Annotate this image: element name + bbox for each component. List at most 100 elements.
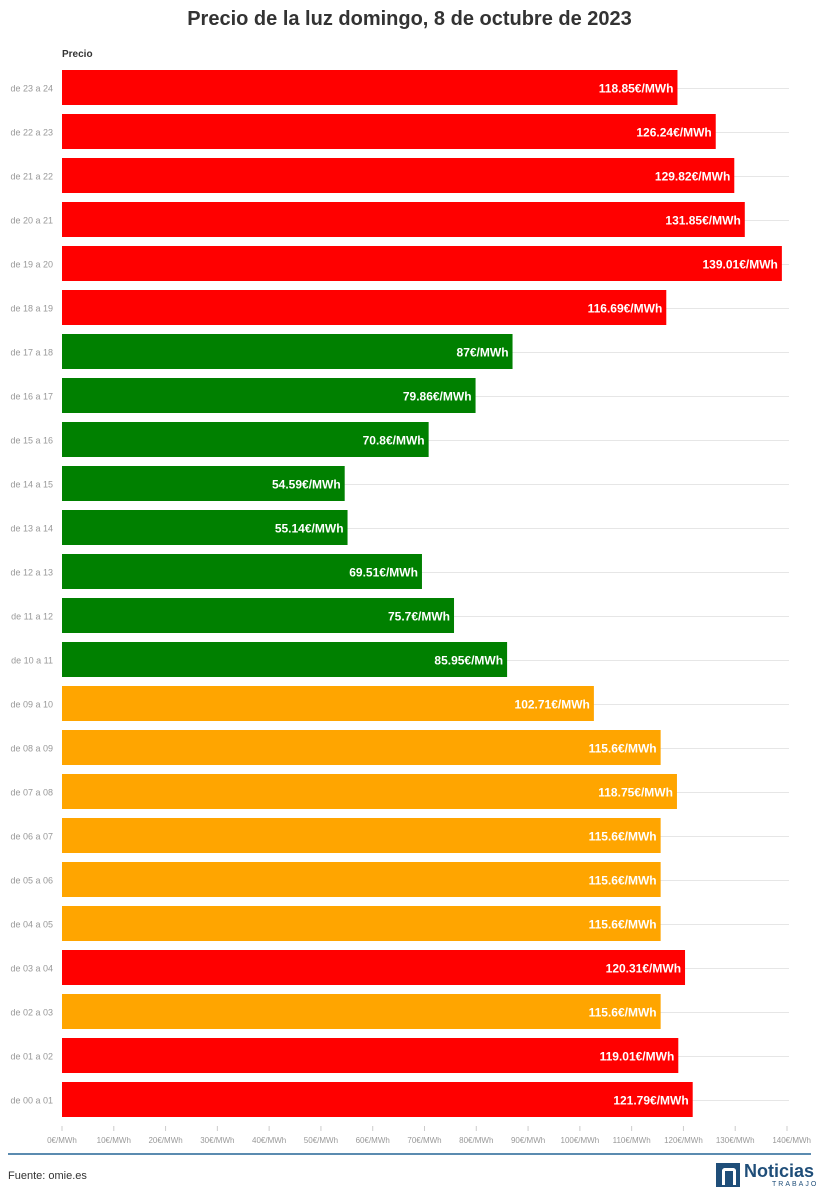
bar <box>62 1082 693 1117</box>
bar <box>62 642 508 677</box>
category-labels: de 23 a 24 de 22 a 23 de 21 a 22 de 20 a 21… <box>10 84 53 1106</box>
value-label: 79.86€/MWh <box>403 390 472 404</box>
category-label: de 23 a 24 <box>10 84 53 94</box>
bars <box>62 70 782 1117</box>
category-label: de 07 a 08 <box>10 788 53 798</box>
value-label: 119.01€/MWh <box>600 1050 675 1064</box>
category-label: de 19 a 20 <box>10 260 53 270</box>
bar <box>62 686 594 721</box>
bar <box>62 246 782 281</box>
logo-icon <box>716 1163 740 1187</box>
value-label: 118.85€/MWh <box>599 82 674 96</box>
bar <box>62 730 661 765</box>
value-label: 54.59€/MWh <box>272 478 341 492</box>
value-label: 115.6€/MWh <box>589 830 657 844</box>
bar <box>62 334 513 369</box>
bar <box>62 422 429 457</box>
category-label: de 21 a 22 <box>10 172 53 182</box>
value-label: 115.6€/MWh <box>589 874 657 888</box>
bar <box>62 950 686 985</box>
category-label: de 13 a 14 <box>10 524 53 534</box>
brand-logo: Noticias TRABAJO <box>716 1161 816 1189</box>
value-label: 115.6€/MWh <box>589 1006 657 1020</box>
series-label: Precio <box>62 49 93 60</box>
x-axis-ticks: 0€/MWh 10€/MWh 20€/MWh 30€/MWh 40€/MWh 50€/MW… <box>47 1126 811 1145</box>
x-tick-label: 130€/MWh <box>716 1136 755 1145</box>
category-label: de 03 a 04 <box>10 964 53 974</box>
x-tick-label: 70€/MWh <box>407 1136 441 1145</box>
category-label: de 12 a 13 <box>10 568 53 578</box>
value-label: 118.75€/MWh <box>598 786 673 800</box>
value-label: 85.95€/MWh <box>434 654 503 668</box>
bar <box>62 378 476 413</box>
category-label: de 16 a 17 <box>10 392 53 402</box>
value-label: 139.01€/MWh <box>702 258 777 272</box>
bar <box>62 906 661 941</box>
category-label: de 06 a 07 <box>10 832 53 842</box>
value-labels: 118.85€/MWh 126.24€/MWh 129.82€/MWh 131.85€… <box>272 82 778 1108</box>
value-label: 121.79€/MWh <box>613 1094 688 1108</box>
value-label: 69.51€/MWh <box>349 566 418 580</box>
value-label: 126.24€/MWh <box>636 126 711 140</box>
bar <box>62 1038 679 1073</box>
x-tick-label: 30€/MWh <box>200 1136 234 1145</box>
chart-title: Precio de la luz domingo, 8 de octubre d… <box>187 8 632 30</box>
x-tick-label: 80€/MWh <box>459 1136 493 1145</box>
gridlines <box>62 88 789 1101</box>
x-tick-label: 110€/MWh <box>613 1136 651 1145</box>
value-label: 70.8€/MWh <box>363 434 425 448</box>
bar <box>62 158 735 193</box>
logo-sub: TRABAJO <box>772 1181 819 1188</box>
category-label: de 17 a 18 <box>10 348 53 358</box>
x-tick-label: 140€/MWh <box>772 1136 811 1145</box>
category-label: de 08 a 09 <box>10 744 53 754</box>
bar <box>62 774 677 809</box>
category-label: de 00 a 01 <box>10 1096 53 1106</box>
bar <box>62 290 667 325</box>
value-label: 116.69€/MWh <box>588 302 663 316</box>
source-note: Fuente: omie.es <box>8 1170 87 1182</box>
bar <box>62 598 455 633</box>
category-label: de 18 a 19 <box>10 304 53 314</box>
category-label: de 04 a 05 <box>10 920 53 930</box>
value-label: 115.6€/MWh <box>589 742 657 756</box>
value-label: 120.31€/MWh <box>606 962 681 976</box>
value-label: 87€/MWh <box>457 346 509 360</box>
bar <box>62 70 678 105</box>
x-tick-label: 40€/MWh <box>252 1136 286 1145</box>
value-label: 131.85€/MWh <box>665 214 740 228</box>
bar <box>62 862 661 897</box>
x-tick-label: 100€/MWh <box>561 1136 600 1145</box>
category-label: de 02 a 03 <box>10 1008 53 1018</box>
logo-name: Noticias <box>744 1161 815 1181</box>
value-label: 115.6€/MWh <box>589 918 657 932</box>
bar <box>62 554 422 589</box>
value-label: 75.7€/MWh <box>388 610 450 624</box>
footer-divider <box>8 1153 811 1155</box>
x-tick-label: 50€/MWh <box>304 1136 338 1145</box>
value-label: 102.71€/MWh <box>515 698 590 712</box>
category-label: de 01 a 02 <box>10 1052 53 1062</box>
bar <box>62 466 345 501</box>
category-label: de 14 a 15 <box>10 480 53 490</box>
value-label: 129.82€/MWh <box>655 170 730 184</box>
bar <box>62 510 348 545</box>
bar <box>62 114 716 149</box>
bar <box>62 202 745 237</box>
category-label: de 15 a 16 <box>10 436 53 446</box>
bar <box>62 994 661 1029</box>
x-tick-label: 0€/MWh <box>47 1136 77 1145</box>
value-label: 55.14€/MWh <box>275 522 344 536</box>
category-label: de 22 a 23 <box>10 128 53 138</box>
x-tick-label: 90€/MWh <box>511 1136 545 1145</box>
category-label: de 11 a 12 <box>11 612 53 622</box>
x-tick-label: 120€/MWh <box>664 1136 703 1145</box>
bar <box>62 818 661 853</box>
category-label: de 10 a 11 <box>11 656 53 666</box>
category-label: de 20 a 21 <box>10 216 53 226</box>
x-tick-label: 20€/MWh <box>148 1136 182 1145</box>
category-label: de 05 a 06 <box>10 876 53 886</box>
category-label: de 09 a 10 <box>10 700 53 710</box>
x-tick-label: 60€/MWh <box>356 1136 390 1145</box>
